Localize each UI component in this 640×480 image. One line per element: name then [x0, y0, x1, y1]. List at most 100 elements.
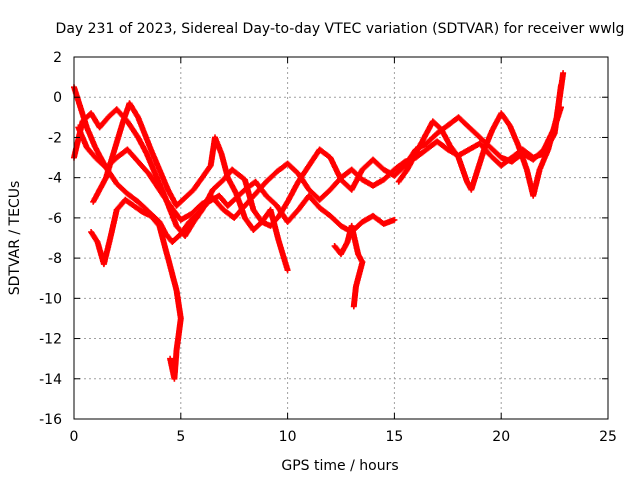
data-point — [361, 261, 364, 263]
data-point — [167, 188, 169, 191]
data-point — [86, 126, 88, 129]
data-point — [107, 116, 109, 119]
data-point — [286, 221, 289, 223]
data-point — [329, 156, 332, 159]
data-point — [133, 205, 135, 207]
data-point — [278, 241, 280, 243]
y-tick-label: -4 — [48, 171, 62, 187]
data-point — [218, 194, 221, 197]
data-point — [265, 194, 268, 197]
data-point — [173, 377, 176, 380]
data-point — [141, 211, 144, 213]
data-point — [393, 219, 396, 221]
data-point — [425, 148, 428, 151]
data-point — [265, 180, 268, 183]
data-point — [357, 253, 359, 255]
data-point — [169, 205, 171, 207]
data-point — [423, 136, 426, 139]
data-point — [286, 269, 289, 271]
data-point — [137, 116, 139, 119]
data-point — [404, 160, 406, 163]
data-point — [165, 249, 167, 251]
data-point — [286, 201, 289, 203]
data-point — [353, 305, 355, 308]
data-point — [457, 156, 460, 159]
data-point — [511, 156, 513, 159]
data-point — [468, 148, 470, 151]
data-point — [308, 194, 310, 197]
data-point — [86, 146, 88, 149]
data-point — [235, 192, 238, 195]
data-point — [231, 168, 233, 171]
data-point — [532, 156, 535, 159]
data-point — [252, 229, 255, 231]
data-point — [180, 219, 182, 221]
x-axis-label: GPS time / hours — [281, 458, 398, 474]
data-point — [414, 152, 417, 155]
data-point — [244, 217, 246, 219]
data-point — [361, 168, 364, 171]
data-point — [340, 225, 342, 227]
data-point — [269, 209, 272, 211]
data-point — [489, 146, 492, 149]
data-point — [175, 205, 178, 207]
data-point — [372, 215, 374, 217]
data-point — [532, 194, 535, 197]
data-point — [109, 237, 112, 239]
data-point — [226, 205, 229, 207]
data-point — [150, 148, 152, 151]
data-point — [158, 225, 161, 227]
data-point — [244, 178, 246, 181]
x-tick-label: 0 — [70, 429, 79, 445]
data-point — [103, 263, 105, 265]
data-point — [201, 176, 203, 179]
data-point — [346, 241, 349, 243]
y-tick-label: -8 — [48, 251, 62, 267]
data-point — [201, 203, 203, 205]
data-point — [382, 168, 385, 171]
data-point — [94, 156, 97, 159]
data-point — [479, 142, 481, 145]
data-point — [143, 132, 146, 135]
data-point — [329, 215, 332, 217]
data-point — [158, 188, 161, 191]
data-point — [212, 196, 214, 199]
data-point — [254, 180, 257, 183]
series-track-d — [88, 196, 184, 382]
data-point — [126, 192, 129, 195]
data-point — [171, 273, 174, 276]
data-point — [440, 128, 443, 131]
data-point — [137, 136, 139, 139]
data-point — [122, 120, 124, 123]
data-point — [340, 176, 342, 179]
series-track-e — [90, 100, 291, 274]
data-point — [436, 140, 438, 143]
data-point — [115, 108, 118, 111]
y-tick-label: -12 — [39, 332, 62, 348]
data-point — [489, 154, 492, 157]
data-point — [261, 221, 263, 223]
data-point — [175, 225, 178, 227]
data-point — [115, 182, 118, 185]
data-point — [350, 188, 353, 191]
data-point — [517, 144, 520, 147]
data-point — [209, 164, 212, 167]
data-point — [547, 148, 549, 151]
y-tick-label: -16 — [39, 412, 62, 428]
data-point — [79, 106, 82, 109]
data-point — [297, 209, 300, 211]
data-point — [483, 148, 485, 151]
x-tick-label: 10 — [279, 429, 297, 445]
data-point — [350, 168, 353, 171]
data-point — [137, 160, 139, 163]
data-point — [175, 289, 178, 292]
data-point — [126, 148, 129, 151]
series-trace-track-f — [331, 222, 366, 310]
data-point — [171, 241, 174, 243]
chart-title: Day 231 of 2023, Sidereal Day-to-day VTE… — [56, 21, 625, 37]
data-point — [555, 116, 558, 119]
data-point — [126, 120, 129, 123]
data-point — [500, 156, 503, 159]
